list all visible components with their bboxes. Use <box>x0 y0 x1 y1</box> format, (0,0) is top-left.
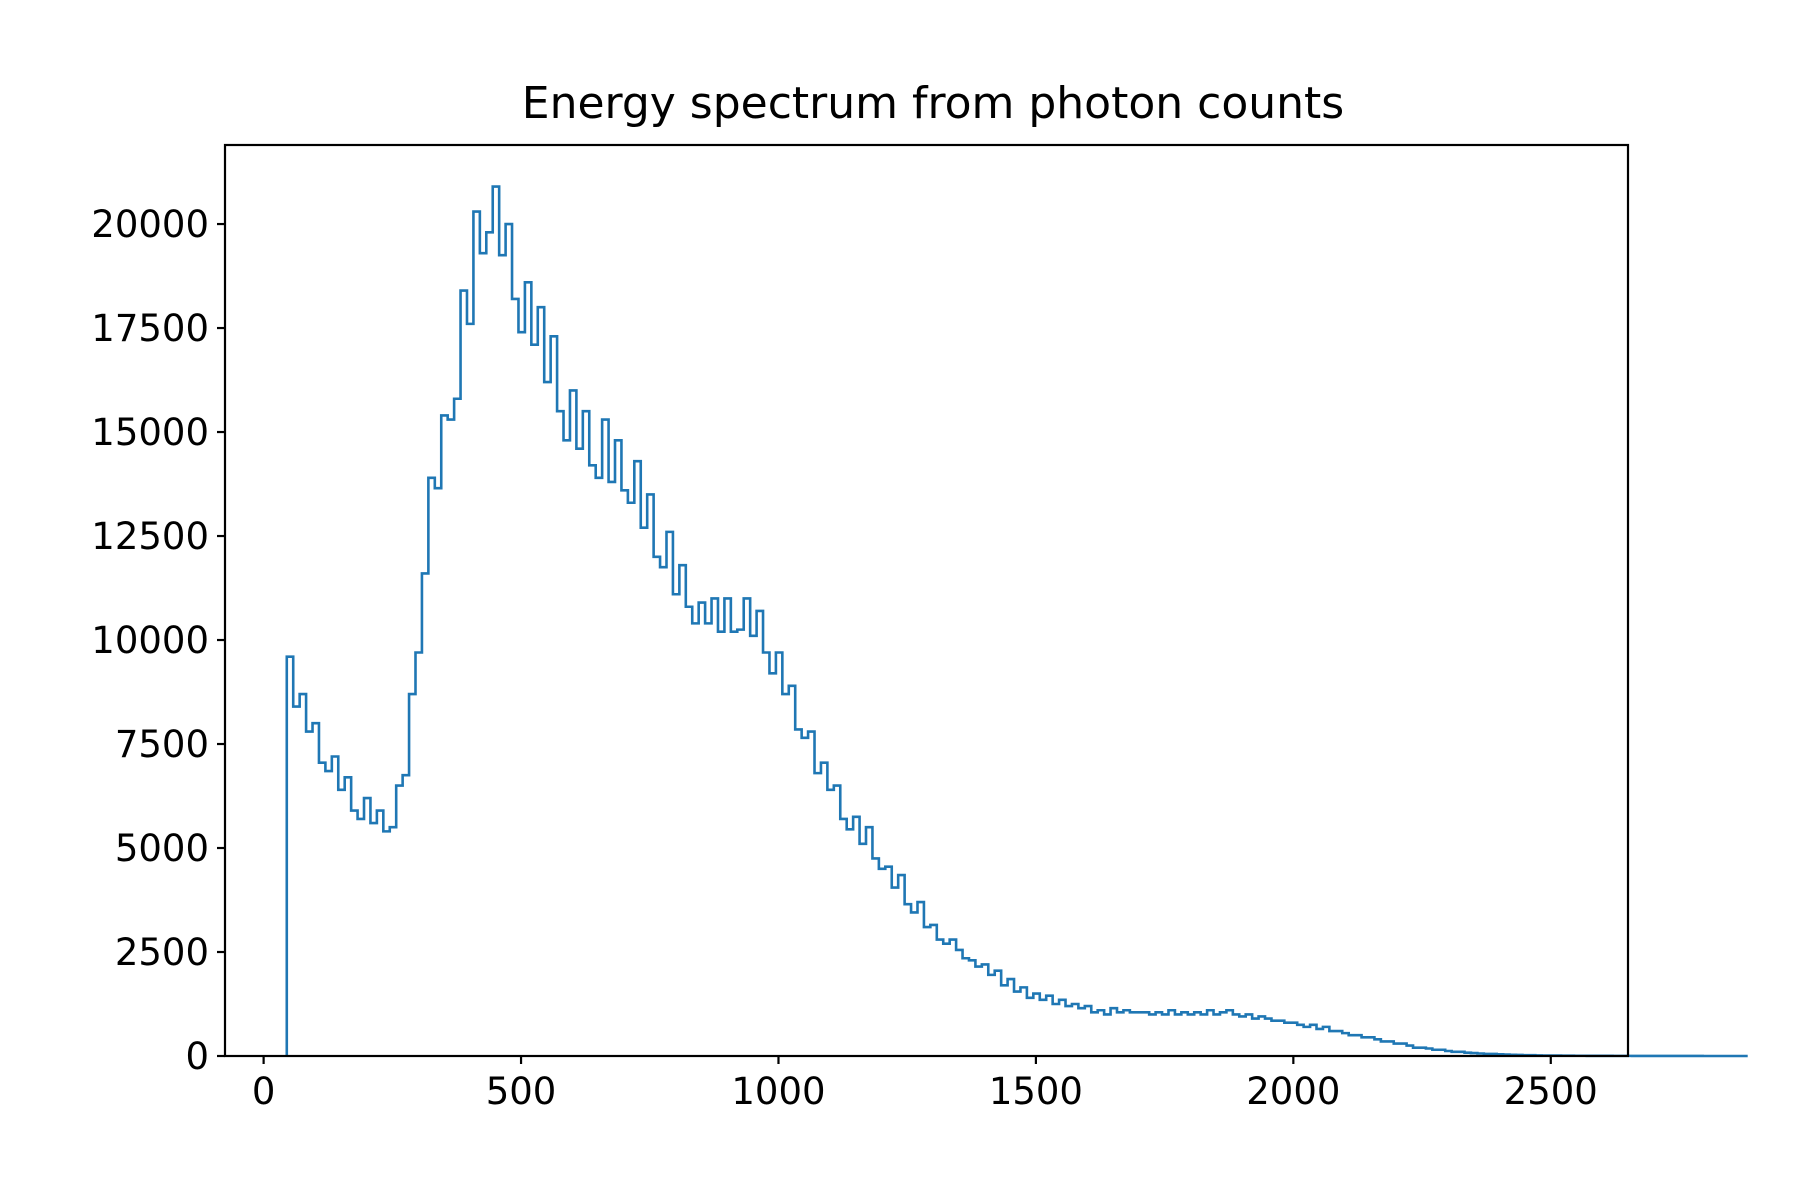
y-tick-label: 5000 <box>115 827 209 870</box>
x-tick-label: 0 <box>252 1070 276 1113</box>
chart-title: Energy spectrum from photon counts <box>522 78 1344 129</box>
y-tick-label: 17500 <box>91 307 209 350</box>
y-tick-label: 15000 <box>91 411 209 454</box>
y-tick-label: 2500 <box>115 931 209 974</box>
x-tick-label: 1500 <box>989 1070 1083 1113</box>
y-tick-label: 7500 <box>115 723 209 766</box>
x-tick-label: 500 <box>486 1070 557 1113</box>
x-axis: 0 500 1000 1500 2000 2500 <box>252 1056 1598 1113</box>
plot-area-frame <box>223 143 1630 1058</box>
y-tick-label: 0 <box>185 1035 209 1078</box>
y-tick-label: 10000 <box>91 619 209 662</box>
x-tick-label: 2500 <box>1504 1070 1598 1113</box>
y-axis: 0 2500 5000 7500 10000 12500 15000 17500 20000 <box>91 203 225 1078</box>
y-tick-label: 20000 <box>91 203 209 246</box>
histogram-step-line <box>285 185 1748 1058</box>
x-tick-label: 1000 <box>731 1070 825 1113</box>
y-tick-label: 12500 <box>91 515 209 558</box>
x-tick-label: 2000 <box>1246 1070 1340 1113</box>
